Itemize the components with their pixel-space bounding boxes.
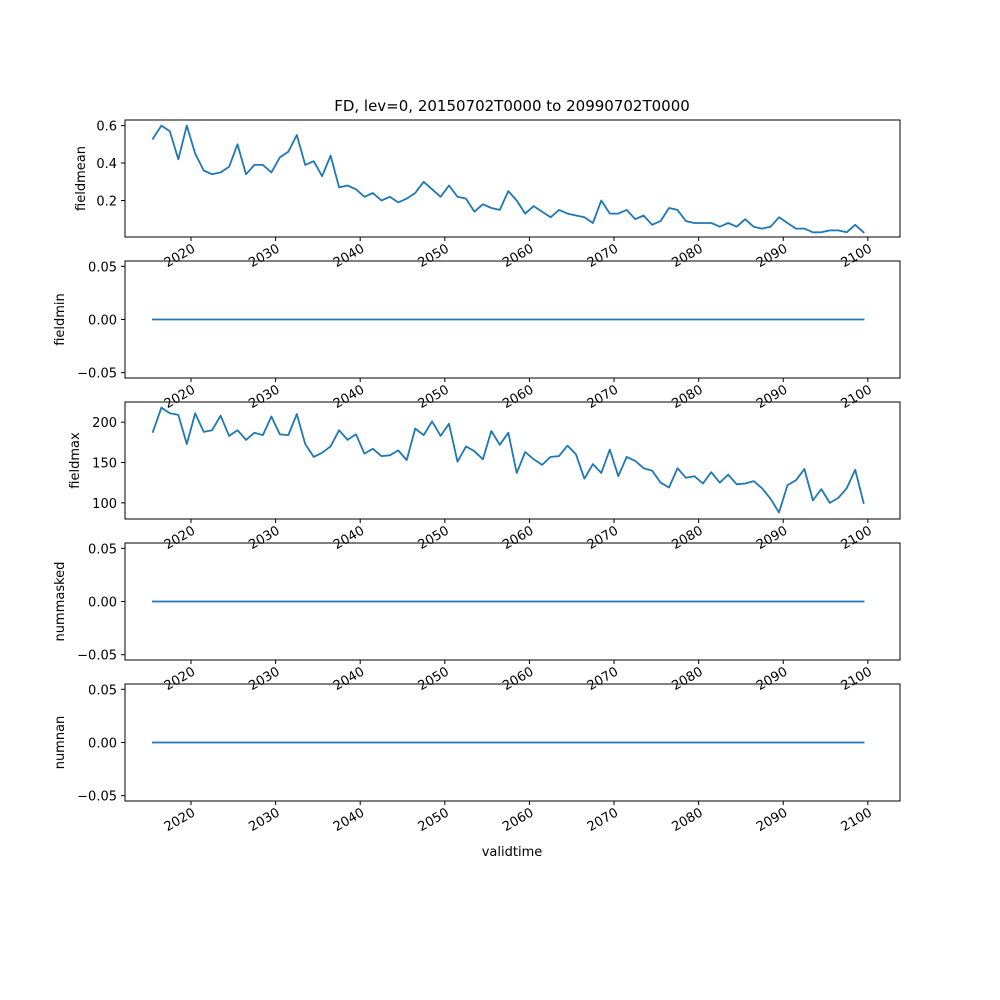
- y-tick-label: 0.2: [96, 194, 117, 209]
- x-tick-label: 2080: [669, 664, 705, 694]
- x-tick-label: 2080: [669, 241, 705, 271]
- y-axis-label: nummasked: [53, 562, 68, 642]
- y-tick-label: 0.00: [88, 737, 117, 752]
- panel-fieldmean: 0.2 0.4 0.6 2020 2030 2040 2050 2060 2070 2080 209…: [74, 119, 901, 271]
- x-tick-label: 2030: [246, 241, 282, 271]
- x-tick-label: 2100: [839, 241, 875, 271]
- x-tick-label: 2070: [585, 664, 621, 694]
- panel-numnan: −0.05 0.00 0.05 2020 2030 2040 2050 2060 2070 208…: [53, 683, 901, 835]
- x-tick-label: 2030: [246, 523, 282, 553]
- x-tick-label: 2090: [754, 382, 790, 412]
- x-tick-label: 2040: [331, 805, 367, 835]
- x-tick-label: 2080: [669, 805, 705, 835]
- panel-fieldmin: −0.05 0.00 0.05 2020 2030 2040 2050 2060 2070 208…: [53, 260, 901, 412]
- x-tick-label: 2050: [416, 523, 452, 553]
- x-tick-label: 2050: [416, 241, 452, 271]
- series-line-fieldmax: [151, 406, 865, 514]
- x-tick-label: 2060: [500, 664, 536, 694]
- x-axis-label: validtime: [482, 845, 543, 860]
- x-tick-label: 2040: [331, 664, 367, 694]
- panel-nummasked: −0.05 0.00 0.05 2020 2030 2040 2050 2060 2070 208…: [53, 542, 901, 694]
- y-tick-label: 0.6: [96, 120, 117, 135]
- y-tick-label: 0.05: [88, 260, 117, 275]
- x-tick-label: 2020: [162, 382, 198, 412]
- y-tick-label: 100: [92, 497, 117, 512]
- y-tick-label: 0.00: [88, 596, 117, 611]
- y-tick-label: −0.05: [77, 649, 117, 664]
- y-tick-label: 150: [92, 457, 117, 472]
- y-axis-label: fieldmax: [68, 432, 83, 489]
- x-tick-label: 2080: [669, 382, 705, 412]
- x-tick-label: 2070: [585, 523, 621, 553]
- x-tick-label: 2050: [416, 382, 452, 412]
- x-tick-label: 2090: [754, 664, 790, 694]
- x-tick-label: 2060: [500, 805, 536, 835]
- x-tick-label: 2020: [162, 523, 198, 553]
- x-tick-label: 2080: [669, 523, 705, 553]
- x-tick-label: 2100: [839, 805, 875, 835]
- y-tick-label: −0.05: [77, 790, 117, 805]
- x-tick-label: 2070: [585, 241, 621, 271]
- x-tick-label: 2040: [331, 382, 367, 412]
- x-tick-label: 2070: [585, 382, 621, 412]
- panel-fieldmax: 100 150 200 2020 2030 2040 2050 2060 2070 2080 209…: [68, 401, 901, 553]
- x-tick-label: 2020: [162, 664, 198, 694]
- y-tick-label: 0.4: [96, 157, 117, 172]
- x-tick-label: 2060: [500, 382, 536, 412]
- x-tick-label: 2100: [839, 382, 875, 412]
- x-tick-label: 2100: [839, 664, 875, 694]
- x-tick-label: 2040: [331, 523, 367, 553]
- x-tick-label: 2020: [162, 805, 198, 835]
- x-tick-label: 2090: [754, 805, 790, 835]
- x-tick-label: 2050: [416, 805, 452, 835]
- series-line-fieldmean: [151, 124, 865, 234]
- x-tick-label: 2060: [500, 241, 536, 271]
- y-tick-label: 200: [92, 416, 117, 431]
- x-tick-label: 2040: [331, 241, 367, 271]
- x-tick-label: 2020: [162, 241, 198, 271]
- y-tick-label: 0.00: [88, 314, 117, 329]
- y-axis-label: numnan: [53, 716, 68, 770]
- y-tick-label: 0.05: [88, 683, 117, 698]
- x-tick-label: 2030: [246, 664, 282, 694]
- chart-title: FD, lev=0, 20150702T0000 to 20990702T000…: [334, 97, 690, 115]
- x-tick-label: 2060: [500, 523, 536, 553]
- y-tick-label: −0.05: [77, 367, 117, 382]
- y-axis-label: fieldmean: [74, 146, 89, 211]
- axes-frame: [124, 119, 901, 238]
- axes-frame: [124, 401, 901, 520]
- x-tick-label: 2030: [246, 382, 282, 412]
- x-tick-label: 2070: [585, 805, 621, 835]
- panels: 0.2 0.4 0.6 2020 2030 2040 2050 2060 2070 2080 209…: [53, 119, 901, 835]
- y-tick-label: 0.05: [88, 542, 117, 557]
- x-tick-label: 2090: [754, 241, 790, 271]
- x-tick-label: 2050: [416, 664, 452, 694]
- x-tick-label: 2090: [754, 523, 790, 553]
- y-axis-label: fieldmin: [53, 293, 68, 346]
- x-tick-label: 2100: [839, 523, 875, 553]
- x-tick-label: 2030: [246, 805, 282, 835]
